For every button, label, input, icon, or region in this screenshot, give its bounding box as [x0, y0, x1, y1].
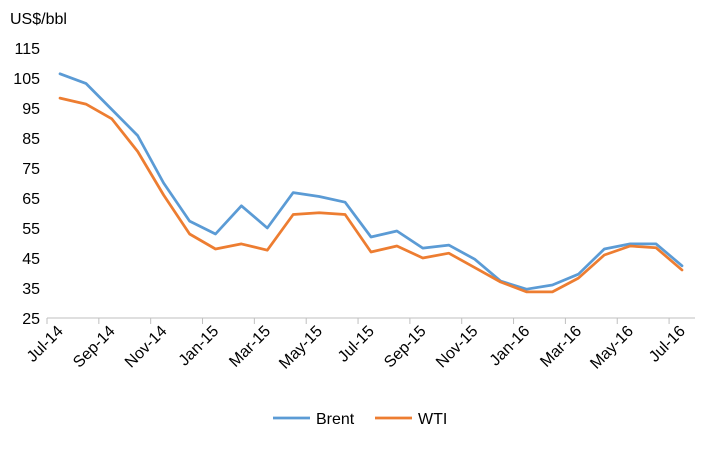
- y-tick-label: 55: [22, 221, 40, 238]
- y-tick-label: 25: [22, 311, 40, 328]
- legend: Brent WTI: [273, 411, 447, 428]
- x-tick-label: Mar-15: [226, 323, 274, 371]
- x-axis: Jul-14 Sep-14 Nov-14 Jan-15 Mar-15 May-15 Jul-…: [24, 317, 695, 373]
- y-axis-ticks: 25 35 45 55 65 75 85 95 105 115: [13, 41, 40, 328]
- y-tick-label: 75: [22, 161, 40, 178]
- series-line-wti: [58, 96, 684, 294]
- x-tick-label: Nov-15: [433, 323, 482, 372]
- x-tick-label: Jan-15: [176, 323, 223, 370]
- x-tick-label: Jul-15: [335, 323, 378, 366]
- legend-label-brent: Brent: [316, 411, 355, 428]
- y-tick-label: 95: [22, 101, 40, 118]
- x-tick-label: May-16: [587, 323, 637, 373]
- y-tick-label: 85: [22, 131, 40, 148]
- legend-label-wti: WTI: [418, 411, 447, 428]
- y-tick-label: 105: [13, 71, 40, 88]
- y-tick-label: 45: [22, 251, 40, 268]
- x-tick-label: Sep-15: [381, 323, 430, 372]
- y-tick-label: 65: [22, 191, 40, 208]
- y-tick-label: 115: [14, 41, 40, 58]
- x-tick-label: Jul-16: [646, 323, 689, 366]
- x-tick-label: Sep-14: [70, 323, 119, 372]
- x-tick-label: Nov-14: [122, 323, 171, 372]
- x-tick-label: Jan-16: [487, 323, 534, 370]
- y-unit-label: US$/bbl: [10, 11, 67, 28]
- series-line-brent: [58, 72, 684, 291]
- series-lines: [58, 72, 684, 294]
- y-tick-label: 35: [22, 281, 40, 298]
- x-tick-label: Mar-16: [537, 323, 585, 371]
- x-tick-label: May-15: [276, 323, 326, 373]
- x-tick-label: Jul-14: [24, 323, 67, 366]
